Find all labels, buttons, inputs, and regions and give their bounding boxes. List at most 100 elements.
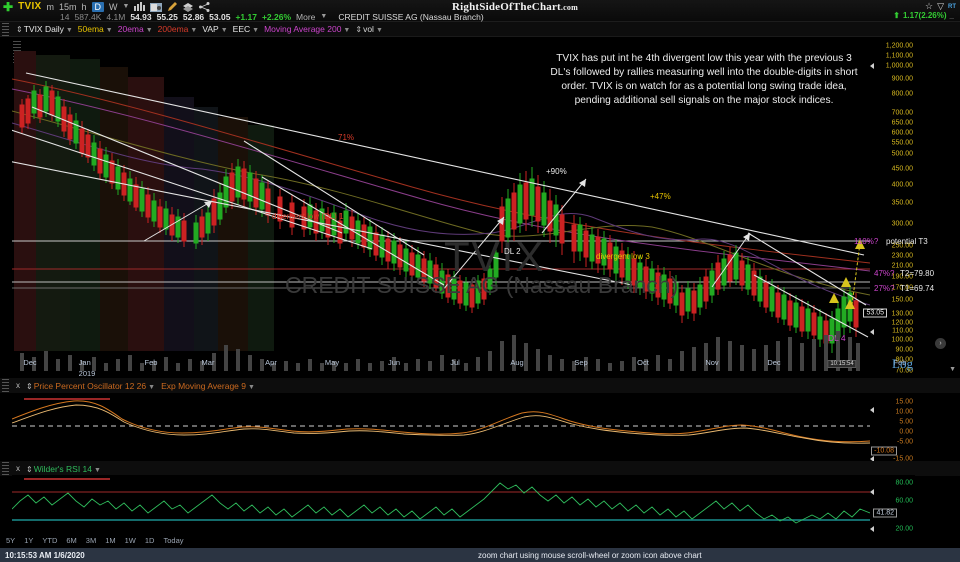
time-tick-feb: Feb	[144, 358, 158, 367]
ppo-value-box: -10.08	[871, 446, 897, 456]
price-tick: 1,100.00	[885, 52, 913, 60]
ppo-tick: -15.00	[893, 455, 913, 463]
quote-change: +1.17	[235, 11, 257, 22]
indicator-moving-average-200[interactable]: Moving Average 200 ▼	[264, 24, 350, 34]
ppo-close-button[interactable]: x	[16, 381, 20, 390]
layers-icon[interactable]	[183, 2, 194, 12]
rsi-chart-pane[interactable]: 80.00 60.00 41.82 20.00	[12, 475, 915, 533]
price-tick: 900.00	[891, 75, 913, 83]
chevron-down-icon[interactable]: ▼	[65, 27, 73, 34]
add-icon[interactable]: ✚	[3, 0, 14, 14]
range-ytd[interactable]: YTD	[42, 536, 58, 545]
more-chevron-icon[interactable]: ▼	[320, 13, 328, 20]
chevron-down-icon[interactable]: ▼	[248, 383, 255, 391]
toolbar-drag-handle[interactable]	[2, 23, 9, 36]
rsi-indicator[interactable]: ⇕Wilder's RSI 14 ▼	[26, 464, 101, 474]
move-handle-icon[interactable]: ⇕	[26, 381, 33, 391]
chevron-down-icon[interactable]: ▼	[375, 27, 383, 34]
site-logo: RightSideOfTheChart.com	[452, 1, 578, 13]
range-5y[interactable]: 5Y	[6, 536, 16, 545]
ppo-indicator[interactable]: ⇕Price Percent Oscillator 12 26 ▼	[26, 381, 155, 391]
range-today[interactable]: Today	[163, 536, 184, 545]
annotation-potential-t3: potential T3	[886, 237, 928, 246]
chevron-down-icon[interactable]: ▼	[252, 27, 260, 34]
scale-chevron-icon[interactable]: ▼	[949, 366, 956, 373]
minimize-icon[interactable]: _	[949, 11, 954, 20]
move-handle-icon[interactable]: ⇕	[355, 25, 363, 34]
current-price-box: 53.05	[863, 308, 887, 318]
chevron-down-icon[interactable]: ▼	[105, 27, 113, 34]
range-1d[interactable]: 1D	[144, 536, 155, 545]
price-tick: 300.00	[891, 220, 913, 228]
indicator-vol[interactable]: ⇕vol ▼	[355, 24, 383, 34]
interval-d[interactable]: D	[91, 1, 105, 12]
range-1w[interactable]: 1W	[124, 536, 136, 545]
chevron-down-icon[interactable]: ▼	[190, 27, 198, 34]
indicator-20ema[interactable]: 20ema ▼	[118, 24, 153, 34]
indicator-vap[interactable]: VAP ▼	[202, 24, 227, 34]
price-tick: 250.00	[891, 242, 913, 250]
time-tick-feb: Feb	[893, 358, 907, 367]
indicator-tvix-daily[interactable]: ⇕TVIX Daily ▼	[16, 24, 73, 34]
indicator-50ema[interactable]: 50ema ▼	[78, 24, 113, 34]
ppo-chart-pane[interactable]: 15.00 10.00 5.00 0.00 -5.00 -15.00 -10.0…	[12, 393, 915, 463]
annotation-pct-47-trend: +47%	[650, 192, 671, 201]
price-tick: 800.00	[891, 90, 913, 98]
pencil-icon[interactable]	[167, 1, 178, 12]
price-tick: 70.00	[895, 367, 913, 375]
time-tick-may: May	[324, 358, 340, 367]
star-icon[interactable]: ☆	[925, 1, 934, 11]
chevron-down-icon[interactable]: ▼	[145, 27, 153, 34]
site-logo-tld: .com	[560, 3, 578, 12]
quote-volume: 4.1M	[106, 11, 126, 22]
rsi-close-button[interactable]: x	[16, 464, 20, 473]
chevron-down-icon[interactable]: ▼	[343, 27, 351, 34]
interval-w[interactable]: W	[109, 1, 118, 12]
up-arrow-icon: ⬆	[893, 11, 900, 20]
more-button[interactable]: More	[296, 11, 316, 22]
price-axis[interactable]: 1,200.00 1,100.00 1,000.00 900.00 800.00…	[870, 37, 915, 375]
rsi-drag-handle[interactable]	[2, 462, 9, 475]
range-3m[interactable]: 3M	[85, 536, 97, 545]
range-1m[interactable]: 1M	[105, 536, 116, 545]
annotation-t2-value: T2=79.80	[900, 269, 935, 278]
move-handle-icon[interactable]: ⇕	[26, 464, 33, 474]
indicator-label: TVIX Daily	[23, 24, 64, 34]
time-tick-oct: Oct	[637, 358, 649, 367]
quote-high: 55.25	[156, 11, 178, 22]
range-1y[interactable]: 1Y	[24, 536, 34, 545]
time-tick-sep: Sep	[574, 358, 588, 367]
indicator-label: EEC	[232, 24, 251, 34]
chevron-down-icon[interactable]: ▼	[122, 3, 130, 10]
log-scale-toggle[interactable]: Log	[892, 356, 913, 371]
time-axis[interactable]: Dec Jan 2019 Feb Mar Apr May Jun Jul Aug…	[12, 356, 915, 378]
rsi-plot	[12, 478, 870, 524]
move-handle-icon[interactable]: ⇕	[16, 25, 23, 34]
share-icon[interactable]	[199, 1, 210, 12]
bars-icon[interactable]	[134, 2, 146, 11]
camera-icon[interactable]	[150, 2, 163, 12]
pan-right-icon[interactable]: ›	[935, 338, 946, 349]
rsi-value-box: 41.82	[873, 508, 897, 518]
time-tick-apr: Apr	[265, 358, 277, 367]
time-tick-jan: Jan 2019	[79, 358, 96, 378]
chevron-down-icon[interactable]: ▼	[94, 466, 101, 474]
price-tick: 150.00	[891, 296, 913, 304]
indicator-eec[interactable]: EEC ▼	[233, 24, 259, 34]
interval-h[interactable]: h	[81, 1, 87, 12]
chevron-down-icon[interactable]: ▼	[148, 383, 156, 391]
interval-15m[interactable]: 15m	[59, 1, 77, 12]
ppo-signal-indicator[interactable]: Exp Moving Average 9 ▼	[161, 381, 255, 391]
annotation-dl-4: DL 4	[828, 333, 846, 343]
indicator-200ema[interactable]: 200ema ▼	[158, 24, 198, 34]
range-6m[interactable]: 6M	[66, 536, 77, 545]
chevron-down-icon[interactable]: ▼	[220, 27, 228, 34]
interval-m[interactable]: m	[46, 1, 55, 12]
ppo-drag-handle[interactable]	[2, 379, 9, 392]
filter-icon[interactable]: ▽	[937, 1, 944, 11]
annotation-divergent-low-1: divergent low (DL) 1	[272, 212, 344, 221]
rsi-tick: 20.00	[895, 525, 913, 533]
price-chart-pane[interactable]: TVIX 1,200.00 1,100.00 1,000.00 900.00 8…	[12, 37, 934, 375]
symbol-label[interactable]: TVIX	[18, 1, 42, 12]
